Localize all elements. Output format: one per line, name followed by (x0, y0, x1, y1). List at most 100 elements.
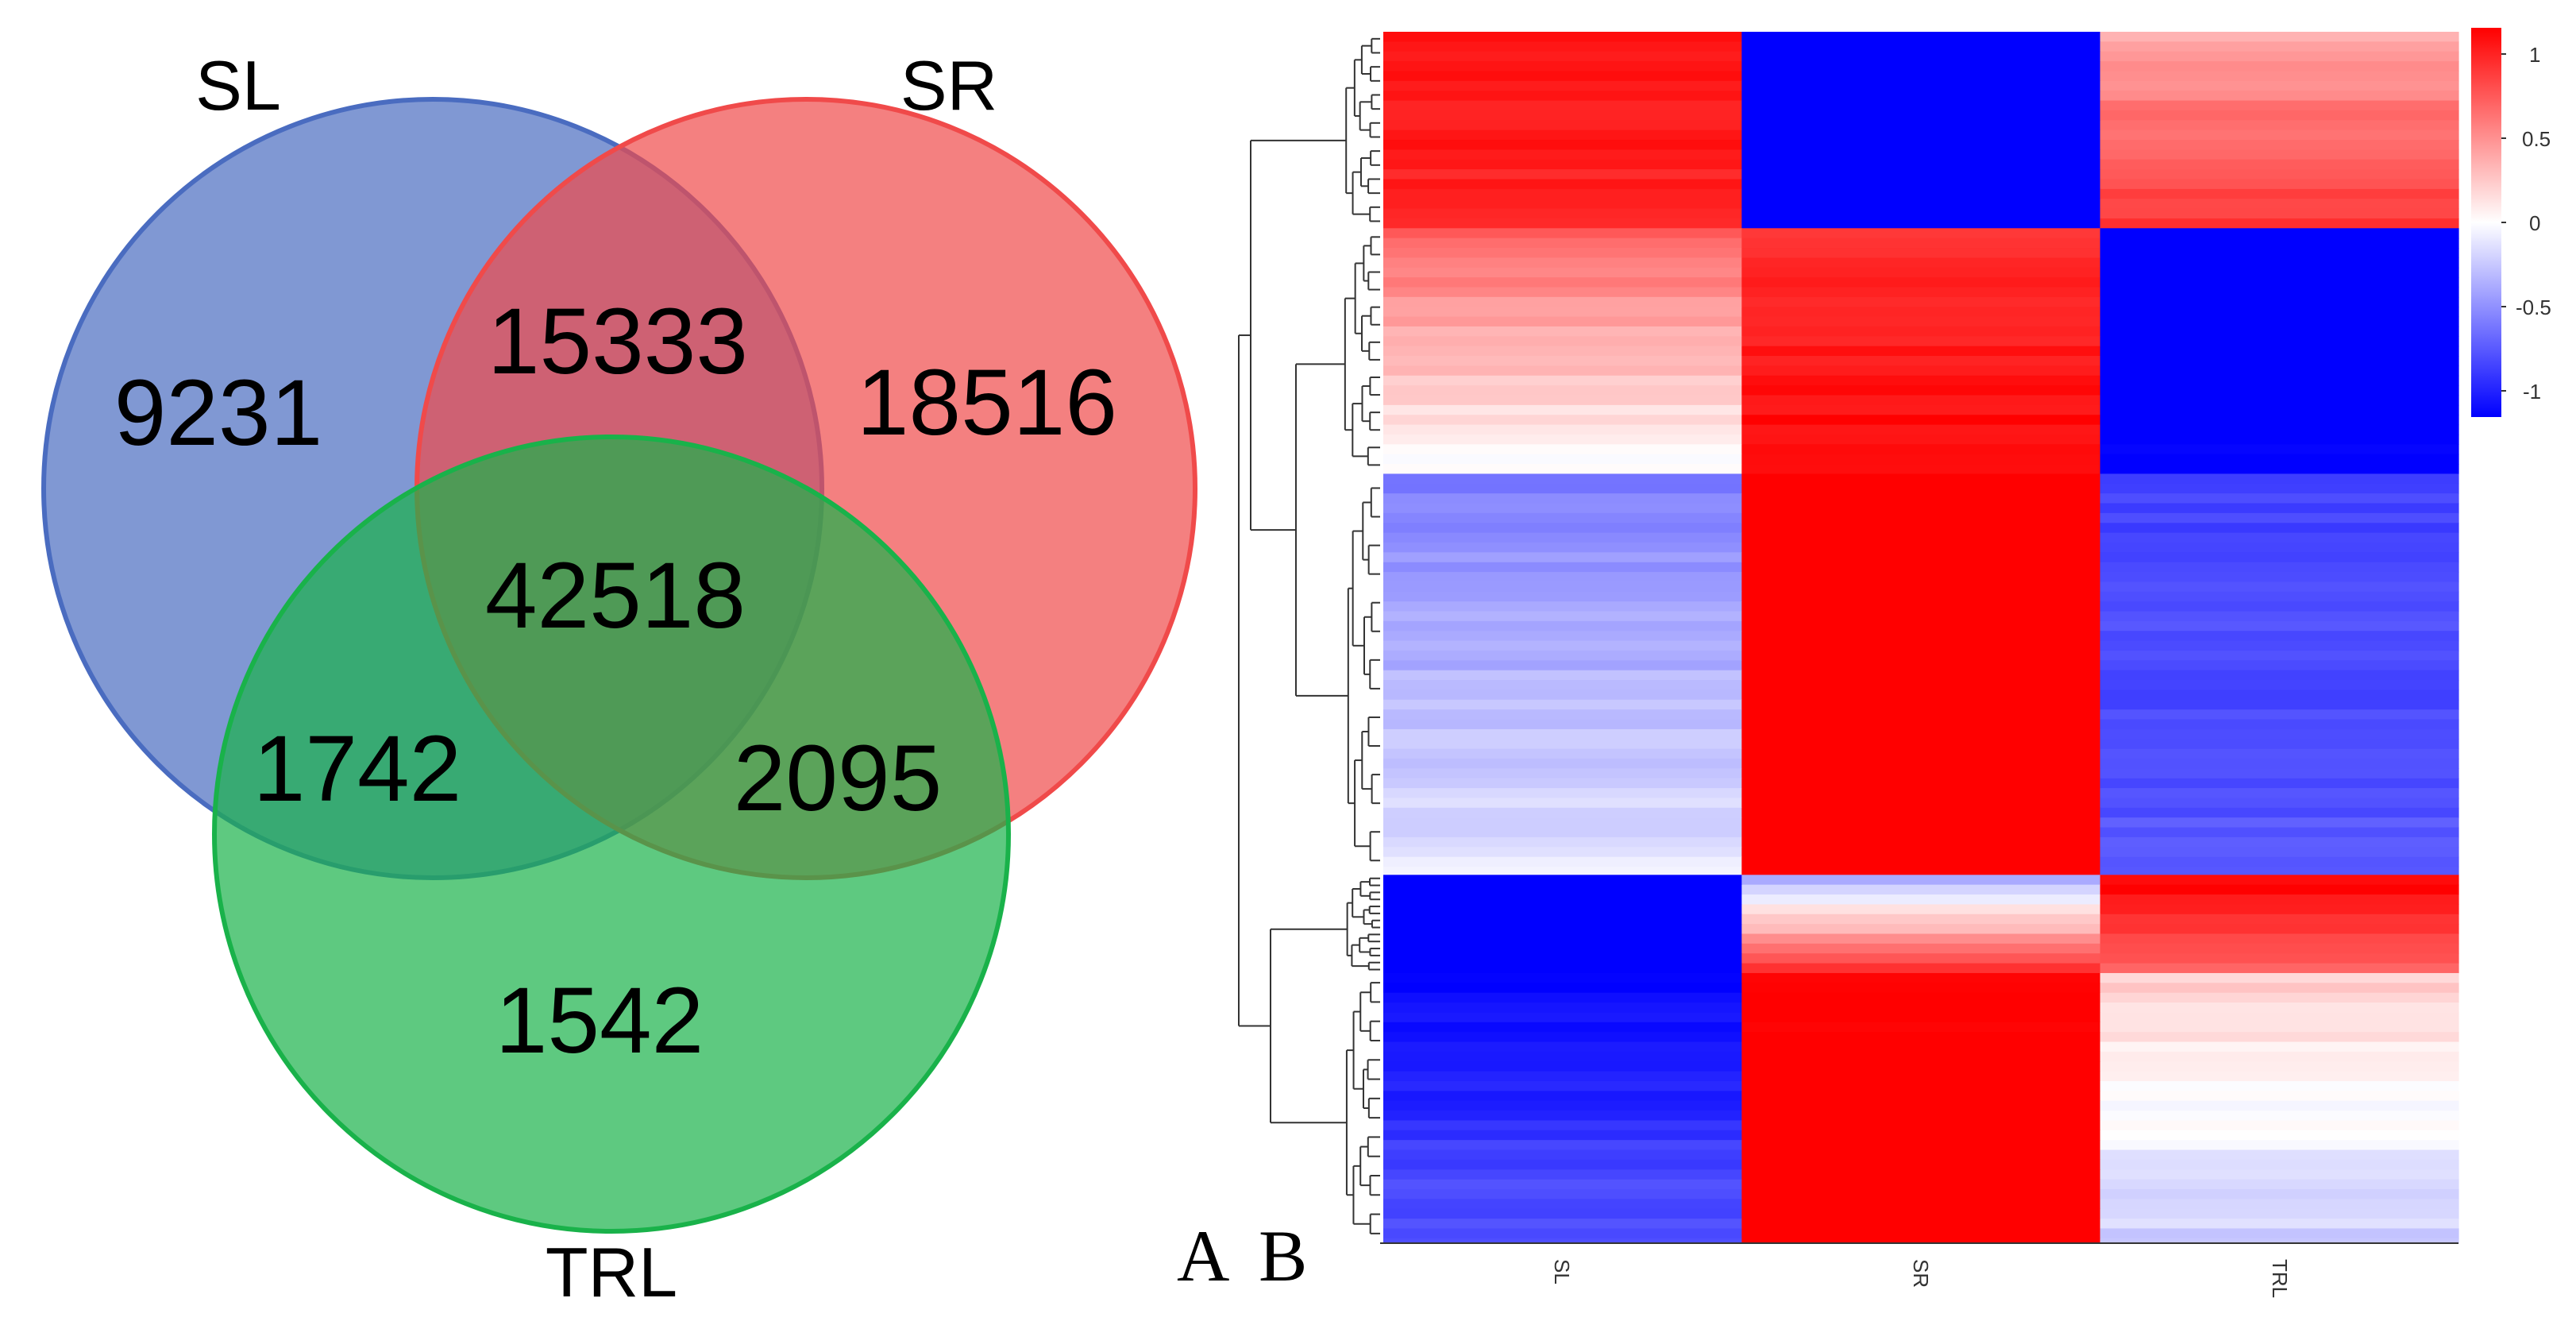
heatmap-cell (2100, 218, 2459, 229)
venn-count-sl-only: 9231 (114, 361, 323, 465)
heatmap-cell (1741, 768, 2101, 779)
heatmap-cell (1383, 32, 1742, 42)
heatmap-cell (2100, 572, 2459, 583)
heatmap-cell (2100, 1071, 2459, 1082)
heatmap-cell (1741, 1032, 2101, 1043)
heatmap-cell (2100, 307, 2459, 318)
heatmap-cell (1741, 963, 2101, 974)
heatmap-cell (1383, 129, 1742, 141)
heatmap-cell (1383, 1111, 1742, 1122)
heatmap-cell (1741, 1238, 2101, 1244)
heatmap-cell (1383, 51, 1742, 62)
heatmap-cell (1741, 424, 2101, 435)
heatmap-cell (2100, 894, 2459, 906)
heatmap-cell (2100, 1012, 2459, 1023)
heatmap-cell (1383, 287, 1742, 298)
heatmap-cell (1741, 699, 2101, 710)
heatmap-cell (1741, 924, 2101, 935)
heatmap-cell (2100, 179, 2459, 190)
heatmap-cell (2100, 1188, 2459, 1199)
heatmap-cell (2100, 611, 2459, 622)
heatmap-cell (2100, 248, 2459, 258)
heatmap-cell (1741, 129, 2101, 141)
heatmap-cell (2100, 963, 2459, 974)
heatmap-cell (2100, 1080, 2459, 1091)
heatmap-cell (2100, 1051, 2459, 1062)
heatmap-cell (2100, 1208, 2459, 1219)
heatmap-cell (1741, 817, 2101, 829)
heatmap-cell (1383, 1188, 1742, 1199)
heatmap-cell (1383, 680, 1742, 691)
heatmap-cell (1741, 91, 2101, 102)
heatmap-cell (2100, 129, 2459, 141)
heatmap-cell (1741, 120, 2101, 131)
heatmap-cell (2100, 199, 2459, 210)
row-dendrogram (1238, 37, 1380, 1234)
heatmap-cell (2100, 395, 2459, 406)
heatmap-cell (1383, 346, 1742, 357)
heatmap-cell (1741, 601, 2101, 612)
heatmap-cell (1383, 963, 1742, 974)
heatmap-cell (1383, 748, 1742, 759)
heatmap-cell (1383, 867, 1742, 875)
heatmap-cell (1383, 444, 1742, 455)
colorbar-tick-label: 0.5 (2522, 127, 2551, 151)
heatmap-cell (1383, 1091, 1742, 1102)
heatmap-cell (1383, 218, 1742, 229)
heatmap-cell (1741, 943, 2101, 954)
heatmap-cell (1383, 41, 1742, 52)
heatmap-cell (1741, 493, 2101, 504)
heatmap-cell (1741, 884, 2101, 895)
venn-diagram: SL SR TRL 9231 18516 1542 15333 1742 209… (41, 46, 1197, 1311)
heatmap-cell (2100, 1228, 2459, 1239)
heatmap-cell (1741, 159, 2101, 170)
heatmap-cell (1383, 188, 1742, 199)
heatmap-cell (1741, 110, 2101, 121)
heatmap-cell (2100, 972, 2459, 983)
heatmap-cell (1741, 581, 2101, 593)
heatmap-cell (1383, 238, 1742, 249)
heatmap-cell (2100, 719, 2459, 730)
heatmap-cell (1741, 404, 2101, 415)
heatmap-cell (2100, 326, 2459, 337)
heatmap-cell (2100, 690, 2459, 701)
heatmap-cell (2100, 1061, 2459, 1072)
heatmap-cell (1741, 532, 2101, 543)
heatmap-cells (1383, 32, 2459, 1244)
heatmap-cell (1383, 640, 1742, 651)
heatmap-cell (2100, 601, 2459, 612)
heatmap-cell (2100, 943, 2459, 954)
heatmap-cell (2100, 992, 2459, 1003)
heatmap-cell (2100, 1130, 2459, 1141)
colorbar: 1 0.5 0 -0.5 -1 (2471, 28, 2551, 417)
heatmap-cell (1383, 100, 1742, 111)
heatmap-cell (2100, 904, 2459, 915)
heatmap-cell (1741, 680, 2101, 691)
heatmap-cell (1383, 1228, 1742, 1239)
heatmap-cell (1741, 836, 2101, 848)
heatmap-cell (1741, 208, 2101, 219)
heatmap-cell (1383, 415, 1742, 426)
heatmap-cell (1383, 454, 1742, 465)
heatmap-cell (2100, 473, 2459, 485)
heatmap-cell (1383, 365, 1742, 377)
heatmap-cell (1741, 346, 2101, 357)
heatmap-cell (1383, 933, 1742, 944)
heatmap-cell (2100, 404, 2459, 415)
heatmap-cell (1383, 611, 1742, 622)
heatmap-cell (1383, 1080, 1742, 1091)
heatmap-cell (1741, 1228, 2101, 1239)
heatmap-cell (2100, 670, 2459, 681)
heatmap-cell (1741, 709, 2101, 720)
heatmap-cell (1383, 503, 1742, 514)
heatmap-cell (1383, 159, 1742, 170)
venn-count-sr-only: 18516 (857, 350, 1117, 455)
heatmap-cell (1741, 385, 2101, 396)
heatmap-cell (1741, 1022, 2101, 1033)
heatmap-cell (1383, 464, 1742, 475)
heatmap-cell (2100, 71, 2459, 82)
heatmap-cell (2100, 847, 2459, 858)
heatmap-cell (1383, 778, 1742, 789)
heatmap-cell (2100, 856, 2459, 867)
heatmap-cell (1383, 1140, 1742, 1151)
